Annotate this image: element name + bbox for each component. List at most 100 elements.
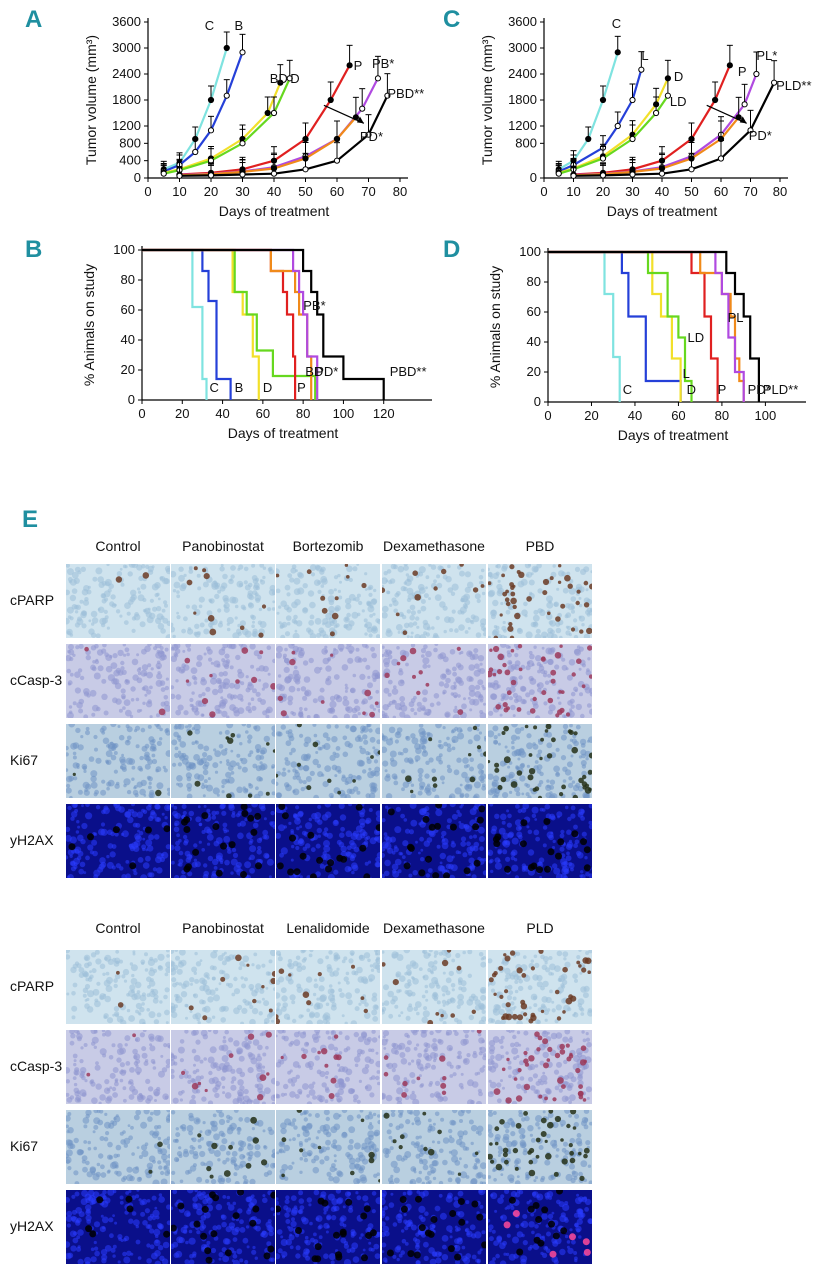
data-point [270, 109, 278, 117]
data-point [599, 172, 607, 179]
histology-image [274, 722, 382, 801]
data-point [207, 96, 215, 104]
data-point [629, 171, 636, 178]
series-label: C [205, 18, 214, 33]
x-tick-label: 120 [373, 406, 395, 421]
histology-image [65, 641, 172, 720]
histology-image [486, 948, 594, 1027]
series-label: PD* [360, 129, 383, 144]
histology-image [63, 561, 173, 642]
x-tick-label: 40 [628, 408, 642, 423]
series-line-L [548, 250, 682, 402]
x-tick-label: 80 [296, 406, 310, 421]
row-header: yH2AX [10, 832, 54, 848]
x-tick-label: 70 [743, 184, 757, 199]
x-tick-label: 20 [175, 406, 189, 421]
y-tick-label: 100 [519, 244, 541, 259]
series-label: L [683, 366, 690, 381]
column-header: Control [95, 538, 141, 554]
y-tick-label: 3600 [508, 14, 537, 29]
data-point [223, 44, 230, 52]
histology-image [382, 1107, 487, 1187]
column-header: Lenalidomide [286, 920, 370, 936]
series-line-P [179, 64, 351, 176]
row-header: cPARP [10, 978, 55, 994]
data-point [160, 170, 167, 177]
y-tick-label: 80 [527, 274, 541, 289]
series-label: C [612, 16, 621, 31]
data-point [712, 96, 719, 104]
x-tick-label: 40 [215, 406, 229, 421]
series-label: D [687, 382, 696, 397]
column-header: Dexamethasone [383, 920, 485, 936]
series-label: PD* [315, 364, 338, 379]
x-tick-label: 80 [715, 408, 729, 423]
histology-image [486, 562, 595, 641]
data-point [277, 79, 284, 86]
data-point [717, 155, 725, 162]
series-line-P [548, 250, 719, 402]
data-point [726, 62, 733, 69]
x-tick-label: 70 [361, 184, 375, 199]
pd-arrow-head [739, 116, 747, 124]
histology-image [273, 563, 383, 640]
histology-image [63, 1107, 173, 1187]
y-tick-label: 40 [527, 334, 541, 349]
series-label: BD [305, 364, 323, 379]
histology-image [64, 947, 172, 1026]
y-axis-title: % Animals on study [487, 266, 503, 388]
y-axis-title: Tumor volume (mm³) [479, 35, 495, 165]
x-tick-label: 50 [298, 184, 312, 199]
column-header: Panobinostat [182, 920, 264, 936]
series-line-B [142, 248, 232, 400]
x-tick-label: 50 [684, 184, 698, 199]
series-line-PLD** [573, 82, 776, 177]
data-point [638, 66, 645, 73]
y-tick-label: 20 [121, 362, 135, 377]
x-tick-label: 0 [544, 408, 551, 423]
series-line-LD [548, 250, 693, 402]
histology-image [276, 1107, 382, 1185]
histology-image [275, 641, 382, 721]
data-point [614, 122, 621, 130]
x-tick-label: 30 [625, 184, 639, 199]
column-header: PLD [526, 920, 554, 936]
column-header: Bortezomib [292, 538, 364, 554]
data-point [688, 166, 695, 173]
y-tick-label: 60 [527, 304, 541, 319]
y-tick-label: 0 [134, 170, 141, 185]
data-point [629, 96, 636, 104]
tumor-volume-chart-c: 0 10 20 30 40 50 60 70 80 0 800 1200 1800 2400 3000 360… [479, 10, 823, 225]
histology-image [63, 1027, 172, 1105]
row-header: Ki67 [10, 752, 39, 768]
data-point [239, 140, 246, 147]
x-tick-label: 80 [393, 184, 407, 199]
histology-image [169, 1186, 278, 1267]
data-point [346, 62, 353, 69]
series-label: PL [728, 310, 744, 325]
series-label: D [290, 71, 299, 86]
histology-image [486, 802, 594, 881]
y-tick-label: 2400 [112, 66, 141, 81]
series-line-PD* [179, 116, 357, 177]
data-point [570, 172, 577, 179]
data-point [585, 135, 592, 143]
x-tick-label: 20 [204, 184, 218, 199]
y-tick-label: 100 [113, 242, 135, 257]
series-line-P [142, 248, 297, 400]
series-line-C [548, 250, 621, 402]
column-header: Panobinostat [182, 538, 264, 554]
series-label: PLD** [776, 78, 811, 93]
data-point [374, 75, 382, 82]
series-label: PB* [303, 298, 325, 313]
series-label: P [718, 382, 727, 397]
data-point [176, 172, 183, 179]
data-point [599, 96, 607, 104]
x-tick-label: 0 [144, 184, 151, 199]
histology-image [487, 720, 595, 801]
series-label: C [623, 382, 632, 397]
pd-arrow [706, 104, 747, 124]
series-line-B [163, 51, 244, 173]
y-tick-label: 0 [534, 394, 541, 409]
data-point [327, 96, 334, 104]
